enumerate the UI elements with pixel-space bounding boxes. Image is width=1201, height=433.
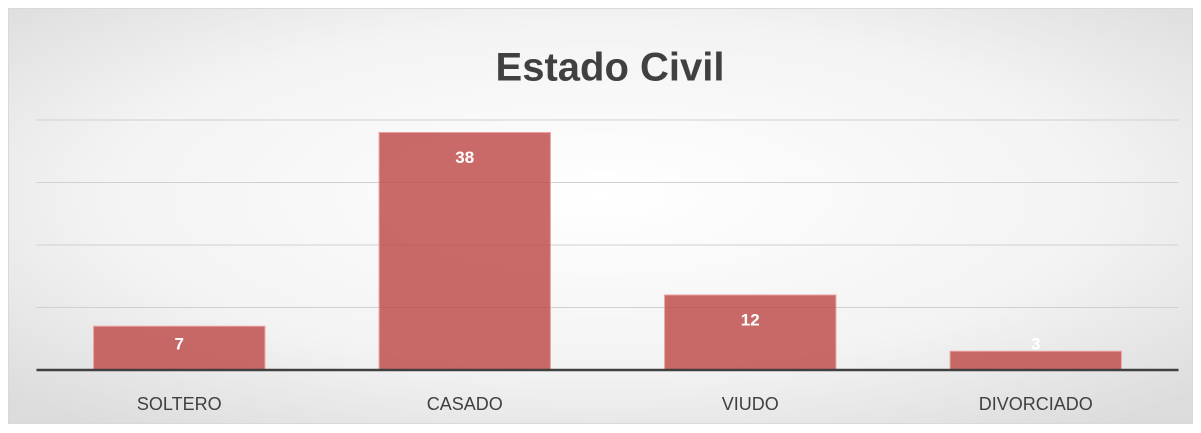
data-label: 38	[455, 148, 474, 167]
data-label: 12	[741, 310, 760, 329]
x-tick-label: CASADO	[427, 394, 503, 414]
x-tick-label: DIVORCIADO	[979, 394, 1093, 414]
bar	[378, 132, 551, 371]
bar	[949, 350, 1122, 371]
data-label: 3	[1031, 334, 1040, 353]
chart-title: Estado Civil	[496, 46, 725, 90]
x-tick-label: SOLTERO	[137, 394, 222, 414]
x-tick-label: VIUDO	[722, 394, 779, 414]
data-label: 7	[175, 334, 184, 353]
bar	[664, 294, 837, 371]
